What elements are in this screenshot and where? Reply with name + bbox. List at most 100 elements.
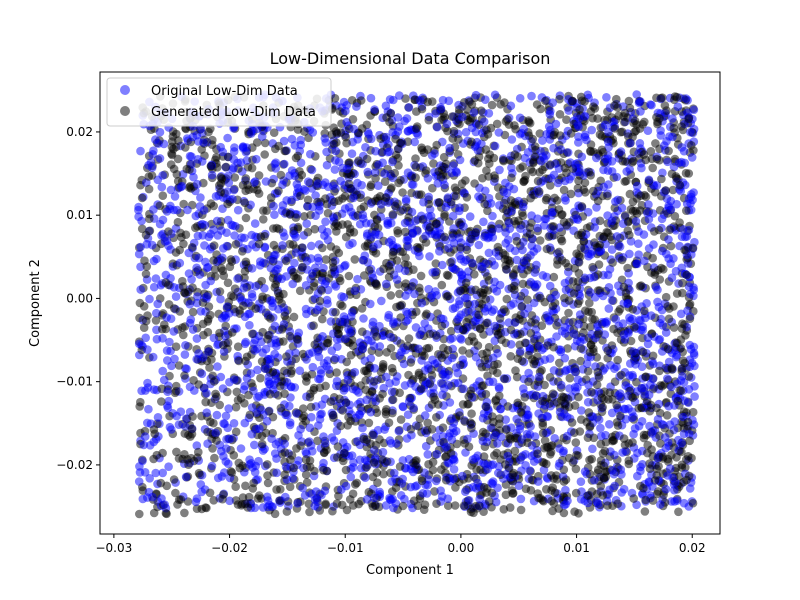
generated-data-point: [608, 258, 617, 267]
generated-data-point: [232, 387, 242, 397]
generated-data-point: [624, 456, 634, 465]
generated-data-point: [557, 255, 567, 265]
generated-data-point: [345, 224, 355, 233]
original-data-point: [135, 468, 145, 477]
original-data-point: [149, 256, 159, 266]
original-data-point: [469, 108, 479, 117]
original-data-point: [386, 218, 396, 228]
generated-data-point: [348, 115, 358, 124]
original-data-point: [648, 359, 658, 369]
original-data-point: [370, 105, 379, 114]
generated-data-point: [545, 373, 555, 382]
original-data-point: [271, 266, 280, 276]
generated-data-point: [672, 453, 681, 462]
original-data-point: [529, 457, 539, 466]
generated-data-point: [305, 507, 314, 517]
original-data-point: [387, 477, 397, 486]
original-data-point: [170, 192, 180, 201]
generated-data-point: [506, 352, 515, 361]
generated-data-point: [506, 435, 516, 444]
generated-data-point: [245, 410, 255, 420]
original-data-point: [221, 457, 231, 466]
original-data-point: [155, 127, 165, 137]
original-data-point: [223, 133, 232, 143]
generated-data-point: [266, 193, 276, 202]
original-data-point: [307, 241, 316, 251]
generated-data-point: [230, 173, 240, 182]
generated-data-point: [532, 100, 542, 109]
generated-data-point: [443, 291, 453, 301]
generated-data-point: [186, 184, 196, 193]
original-data-point: [481, 259, 491, 268]
generated-data-point: [414, 244, 423, 253]
original-data-point: [158, 468, 167, 478]
original-data-point: [315, 201, 324, 211]
generated-data-point: [305, 392, 315, 402]
original-data-point: [670, 485, 679, 495]
original-data-point: [394, 264, 404, 273]
generated-data-point: [463, 400, 472, 409]
generated-data-point: [364, 418, 374, 428]
original-data-point: [673, 102, 683, 111]
generated-data-point: [529, 359, 539, 369]
original-data-point: [218, 384, 228, 393]
generated-data-point: [419, 505, 429, 514]
generated-data-point: [685, 436, 694, 446]
generated-data-point: [622, 176, 631, 186]
original-data-point: [311, 211, 320, 220]
generated-data-point: [366, 180, 376, 190]
original-data-point: [317, 400, 327, 410]
generated-data-point: [680, 358, 689, 368]
original-data-point: [496, 404, 505, 414]
original-data-point: [212, 410, 222, 420]
generated-data-point: [318, 243, 327, 253]
generated-data-point: [535, 168, 544, 177]
original-data-point: [484, 248, 494, 258]
generated-data-point: [231, 427, 241, 437]
original-data-point: [507, 135, 517, 144]
original-data-point: [136, 146, 145, 156]
original-data-point: [618, 319, 628, 328]
generated-data-point: [536, 293, 545, 303]
generated-data-point: [515, 164, 525, 173]
original-data-point: [684, 225, 694, 235]
generated-data-point: [476, 106, 486, 115]
original-data-point: [571, 160, 580, 169]
generated-data-point: [306, 402, 316, 412]
original-data-point: [686, 289, 695, 299]
generated-data-point: [571, 464, 581, 474]
original-data-point: [225, 309, 234, 318]
generated-data-point: [655, 206, 665, 215]
original-data-point: [171, 292, 181, 301]
original-data-point: [449, 454, 459, 464]
original-data-point: [136, 285, 145, 294]
generated-data-point: [511, 366, 520, 375]
generated-data-point: [186, 453, 196, 463]
generated-data-point: [617, 370, 626, 380]
generated-data-point: [429, 159, 438, 168]
original-data-point: [651, 282, 661, 292]
generated-data-point: [161, 278, 171, 287]
generated-data-point: [379, 469, 388, 479]
generated-data-point: [388, 367, 398, 377]
generated-data-point: [571, 488, 581, 498]
original-data-point: [423, 450, 433, 459]
original-data-point: [448, 353, 457, 363]
original-data-point: [239, 283, 248, 293]
original-data-point: [300, 491, 310, 500]
original-data-point: [254, 456, 263, 466]
generated-data-point: [260, 231, 269, 241]
generated-data-point: [151, 316, 161, 325]
generated-data-point: [280, 366, 289, 376]
generated-data-point: [680, 245, 689, 255]
original-data-point: [134, 339, 144, 349]
generated-data-point: [565, 453, 574, 463]
generated-data-point: [362, 462, 371, 472]
generated-data-point: [388, 395, 398, 405]
original-data-point: [332, 376, 342, 386]
original-data-point: [233, 274, 242, 284]
original-data-point: [490, 90, 500, 100]
generated-data-point: [395, 301, 405, 311]
original-data-point: [564, 106, 573, 115]
generated-data-point: [396, 313, 406, 322]
